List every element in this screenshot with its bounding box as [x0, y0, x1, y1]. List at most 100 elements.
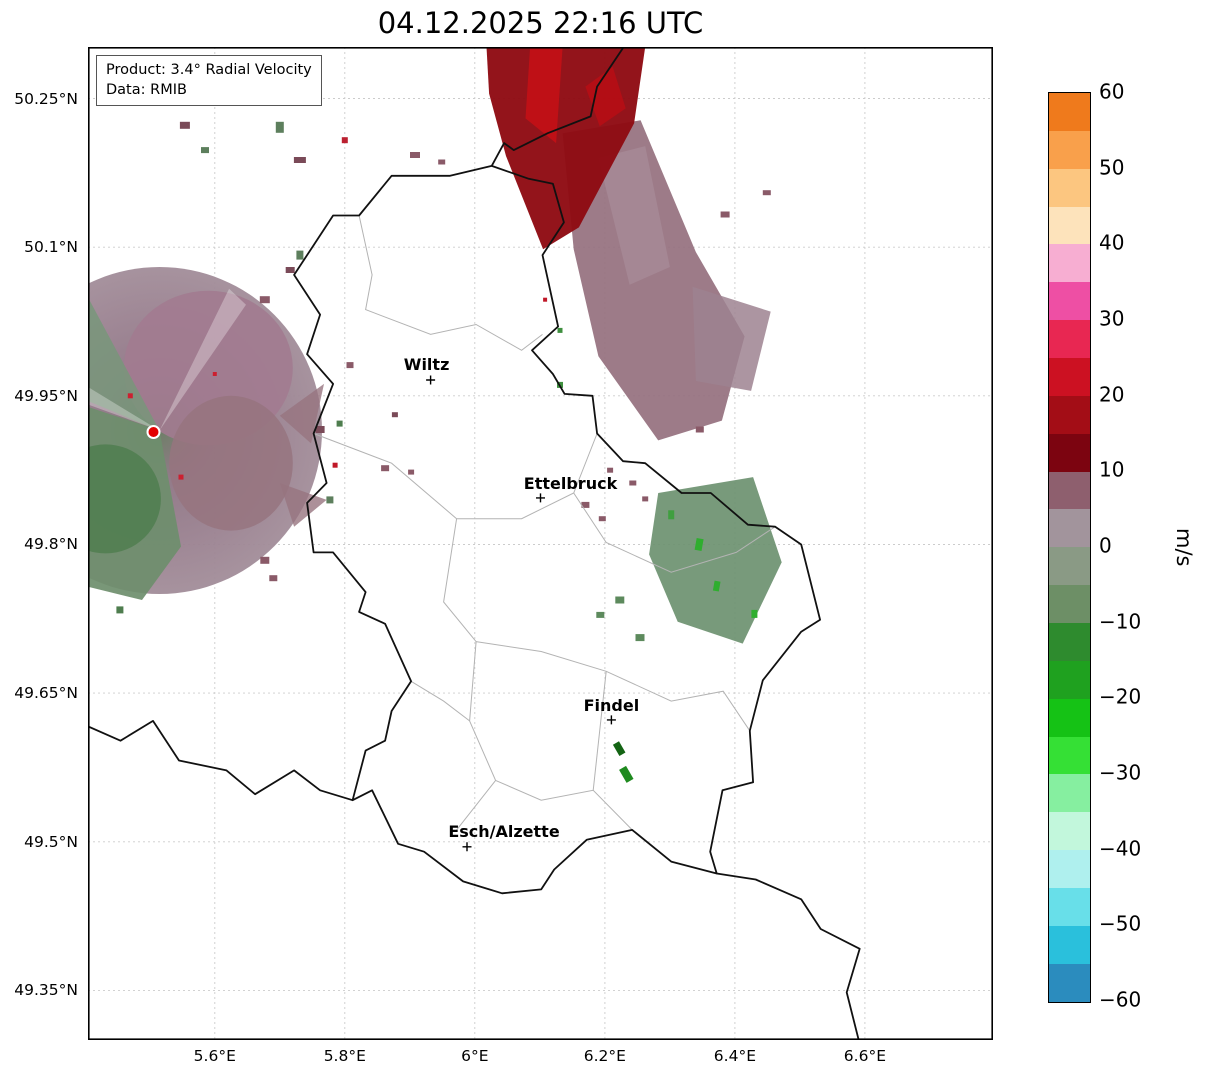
colorbar-segment	[1049, 623, 1090, 661]
colorbar-segment	[1049, 471, 1090, 510]
colorbar-segment	[1049, 130, 1090, 169]
echo-cell	[642, 496, 649, 502]
y-tick-label: 49.35°N	[14, 981, 78, 1000]
colorbar-segment	[1049, 774, 1090, 813]
echo-cell	[619, 765, 634, 783]
echo-cell	[259, 296, 270, 304]
colorbar-segment	[1049, 963, 1090, 1002]
echo-cell	[607, 467, 614, 473]
map-plot: Wiltz Ettelbruck Findel Esch/Alzette	[88, 47, 993, 1040]
y-tick-label: 50.25°N	[14, 89, 78, 108]
echo-region	[525, 47, 563, 144]
colorbar-tick-label: −40	[1099, 836, 1142, 861]
colorbar-segment	[1049, 320, 1090, 359]
internal-border	[443, 518, 497, 831]
internal-border	[476, 641, 751, 732]
city-label: Findel	[584, 696, 640, 715]
x-tick-label: 6.2°E	[583, 1047, 626, 1065]
colorbar-segment	[1049, 358, 1090, 396]
colorbar-tick-label: 10	[1099, 457, 1125, 482]
x-tick-label: 6.4°E	[713, 1047, 756, 1065]
echo-region	[88, 387, 160, 431]
echo-cell	[408, 469, 415, 475]
echo-cell	[346, 362, 354, 369]
echo-region	[279, 483, 327, 527]
echo-cell	[720, 211, 730, 218]
echo-cell	[410, 152, 420, 158]
echo-region	[649, 477, 782, 644]
y-tick-label: 49.8°N	[24, 535, 78, 554]
colorbar-segment	[1049, 395, 1090, 434]
echo-cell	[635, 634, 645, 642]
product-info-box: Product: 3.4° Radial Velocity Data: RMIB	[96, 55, 322, 106]
echo-cell	[712, 580, 721, 592]
y-tick-label: 50.1°N	[24, 238, 78, 257]
city-marker	[536, 493, 545, 503]
colorbar-segment	[1049, 585, 1090, 624]
echo-region	[169, 395, 293, 531]
echo-cell	[315, 426, 325, 433]
colorbar-segment	[1049, 850, 1090, 889]
colorbar-segment	[1049, 547, 1090, 586]
colorbar-segment	[1049, 660, 1090, 699]
colorbar-segment	[1049, 736, 1090, 775]
country-border	[293, 165, 821, 895]
radar-map-canvas: Wiltz Ettelbruck Findel Esch/Alzette	[88, 47, 993, 1040]
city-marker	[462, 842, 472, 852]
echo-cell	[296, 250, 304, 260]
colorbar-segment	[1049, 206, 1090, 245]
colorbar-tick-label: −20	[1099, 684, 1142, 709]
colorbar-tick-label: −60	[1099, 987, 1142, 1012]
x-tick-label: 6.6°E	[843, 1047, 887, 1065]
country-border	[716, 872, 861, 1040]
city-label: Esch/Alzette	[448, 822, 560, 841]
echo-cell	[201, 147, 209, 154]
echo-cell	[391, 412, 398, 418]
echo-cell	[598, 516, 606, 522]
colorbar	[1048, 92, 1091, 1003]
colorbar-segment	[1049, 93, 1090, 131]
echo-cell	[668, 510, 675, 520]
echo-cell	[127, 393, 133, 399]
colorbar-segment	[1049, 168, 1090, 207]
x-tick-label: 5.6°E	[193, 1047, 236, 1065]
echo-cell	[762, 190, 771, 196]
data-source-line: Data: RMIB	[106, 82, 187, 99]
echo-cell	[557, 327, 563, 333]
internal-border	[410, 680, 470, 722]
echo-cell	[438, 159, 446, 165]
echo-cell	[269, 575, 278, 582]
echo-cell	[326, 496, 334, 504]
echo-cell	[178, 474, 184, 480]
echo-region	[88, 444, 161, 554]
city-marker	[606, 715, 616, 725]
echo-cell	[116, 606, 124, 614]
y-tick-label: 49.65°N	[14, 684, 78, 703]
colorbar-tick-label: 50	[1099, 155, 1125, 180]
x-tick-label: 6°E	[461, 1047, 489, 1065]
colorbar-tick-label: −50	[1099, 911, 1142, 936]
echo-cell	[695, 426, 704, 433]
colorbar-segment	[1049, 433, 1090, 472]
echo-cell	[629, 480, 637, 486]
echo-cell	[260, 556, 270, 564]
echo-region	[598, 146, 670, 285]
internal-border	[313, 433, 598, 520]
colorbar-tick-label: 0	[1099, 533, 1112, 558]
colorbar-segment	[1049, 244, 1090, 283]
plot-frame	[88, 47, 993, 1040]
echo-cell	[694, 537, 704, 552]
internal-border	[358, 215, 543, 351]
colorbar-tick-label: 60	[1099, 79, 1125, 104]
echo-cell	[275, 121, 284, 133]
colorbar-tick-label: −10	[1099, 609, 1142, 634]
echo-cell	[293, 157, 306, 163]
figure-title: 04.12.2025 22:16 UTC	[377, 6, 704, 40]
echo-cell	[332, 462, 338, 468]
echo-cell	[179, 121, 190, 129]
colorbar-segment	[1049, 509, 1090, 548]
country-border	[88, 720, 353, 802]
echo-cell	[751, 609, 758, 618]
colorbar-tick-label: 40	[1099, 230, 1125, 255]
